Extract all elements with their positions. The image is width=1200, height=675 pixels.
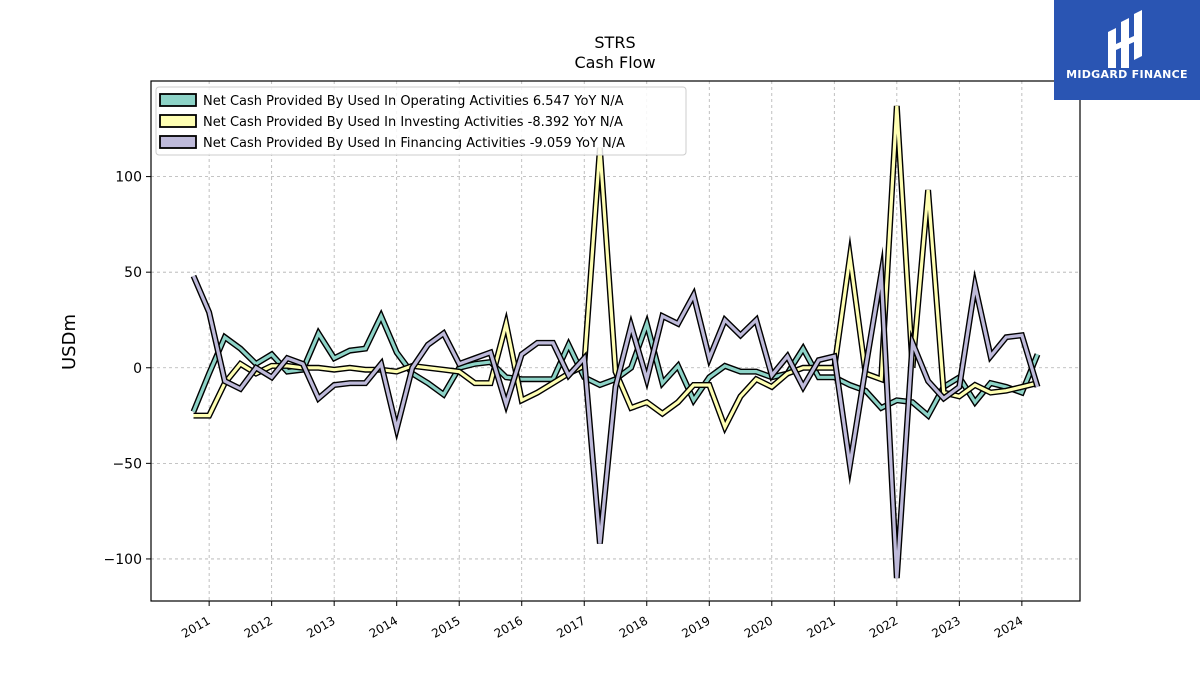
x-tick-label: 2023 <box>929 613 962 640</box>
legend-label: Net Cash Provided By Used In Operating A… <box>203 94 624 109</box>
series-layer <box>190 105 1041 579</box>
legend: Net Cash Provided By Used In Operating A… <box>155 86 687 156</box>
x-tick-label: 2011 <box>179 613 212 640</box>
x-tick-label: 2018 <box>617 613 650 640</box>
series-line <box>193 105 1038 431</box>
chart-title: STRS <box>594 33 635 52</box>
y-tick-label: 0 <box>133 361 142 377</box>
x-tick-label: 2021 <box>804 613 837 640</box>
series-2 <box>193 105 1039 435</box>
brand-name: MIDGARD FINANCE <box>1066 68 1188 81</box>
logo-mark-icon <box>1108 10 1142 68</box>
x-tick-label: 2020 <box>742 613 775 640</box>
y-tick-label: −100 <box>104 552 142 568</box>
y-tick-label: 100 <box>115 170 142 186</box>
y-tick-label: 50 <box>124 265 142 281</box>
legend-label: Net Cash Provided By Used In Financing A… <box>203 136 625 151</box>
y-axis-label: USDm <box>59 314 80 370</box>
y-axis-ticks: −100 −50 0 50 100 <box>104 170 151 568</box>
plot-frame <box>150 80 1081 602</box>
series-line <box>192 259 1040 579</box>
x-tick-label: 2013 <box>304 613 337 640</box>
legend-swatch <box>159 93 197 107</box>
series-3 <box>190 246 1041 579</box>
chart-subtitle: Cash Flow <box>574 53 655 72</box>
x-tick-label: 2017 <box>554 613 587 640</box>
x-axis-ticks: 2011 2012 2013 2014 2015 2016 2017 2018 2019 2020… <box>179 601 1025 641</box>
x-tick-label: 2015 <box>429 613 462 640</box>
x-tick-label: 2019 <box>679 613 712 640</box>
y-tick-label: −50 <box>112 456 142 472</box>
x-tick-label: 2014 <box>367 613 400 640</box>
legend-swatch <box>159 135 197 149</box>
legend-swatch <box>159 114 197 128</box>
x-tick-label: 2022 <box>867 613 900 640</box>
legend-label: Net Cash Provided By Used In Investing A… <box>203 115 623 130</box>
x-tick-label: 2012 <box>242 613 275 640</box>
grid-lines <box>151 81 1080 601</box>
brand-logo: MIDGARD FINANCE <box>1054 0 1200 100</box>
x-tick-label: 2024 <box>992 613 1025 640</box>
legend-box <box>155 86 687 156</box>
x-tick-label: 2016 <box>492 613 525 640</box>
